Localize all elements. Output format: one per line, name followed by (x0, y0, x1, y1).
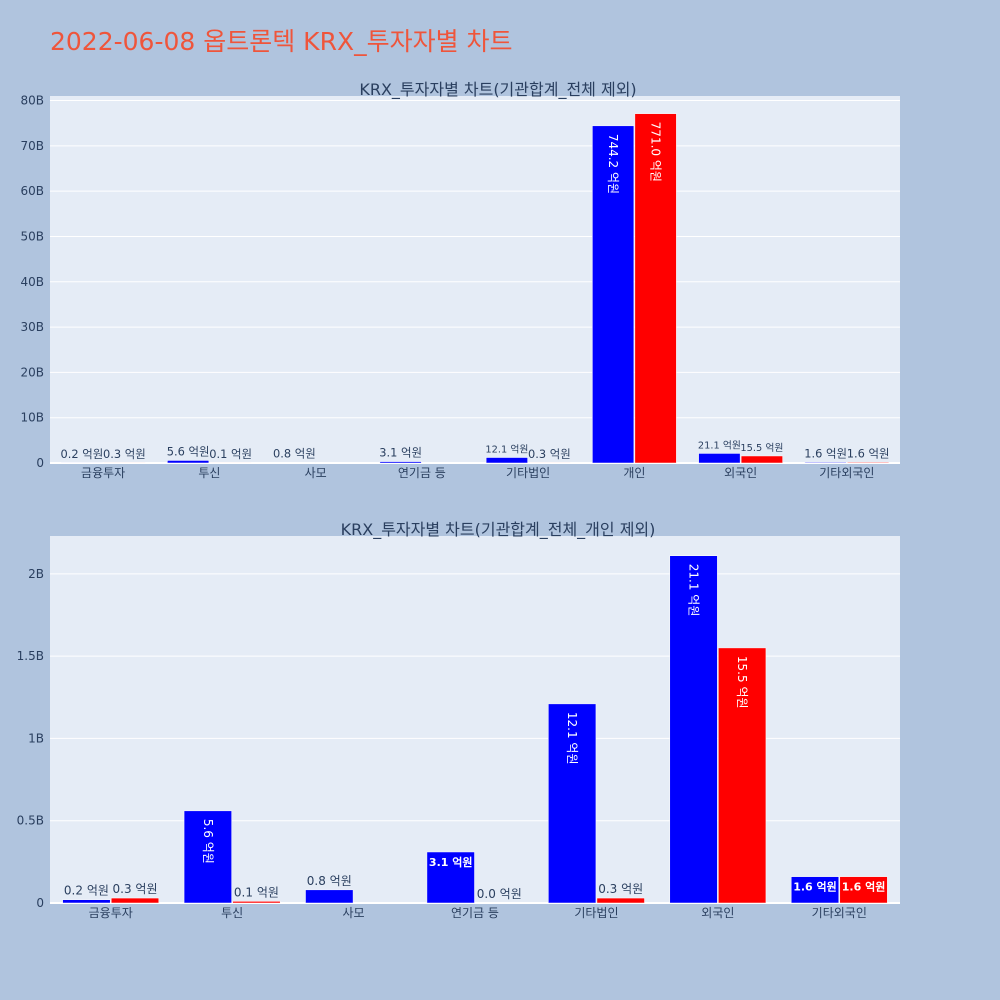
y-tick-label: 10B (20, 411, 44, 425)
x-tick-label: 외국인 (701, 906, 734, 920)
data-label: 1.6 억원 (793, 880, 837, 894)
chart-excluding-institution-total-and-individual: 0 0.5B 1B 1.5B 2B KRX_투자자별 차트(기관합계_전체_개인 제외) 금… (17, 520, 900, 920)
x-tick-label: 투신 (221, 906, 243, 920)
y-tick-label: 30B (20, 320, 44, 334)
bar (669, 555, 718, 904)
chart-excluding-institution-total: 0 10B 20B 30B 40B 50B 60B 70B 80B KRX_투자자별 차트(기관합… (20, 80, 900, 480)
bar (379, 461, 422, 464)
data-label: 0.1 억원 (209, 447, 252, 461)
x-tick-label: 사모 (343, 906, 365, 920)
bar (592, 125, 635, 464)
bar (167, 460, 210, 464)
chart-title: KRX_투자자별 차트(기관합계_전체 제외) (359, 80, 636, 100)
data-label: 0.3 억원 (113, 882, 158, 896)
data-label: 5.6 억원 (201, 819, 215, 864)
bar (183, 810, 232, 904)
x-tick-label: 기타법인 (574, 906, 618, 920)
x-tick-label: 연기금 등 (451, 906, 499, 920)
chart-title: KRX_투자자별 차트(기관합계_전체_개인 제외) (341, 520, 656, 540)
x-tick-label: 기타외국인 (812, 906, 867, 920)
x-tick-label: 투신 (198, 466, 220, 480)
data-label: 1.6 억원 (804, 446, 847, 460)
data-label: 21.1 억원 (698, 439, 741, 451)
plot-area (50, 96, 900, 463)
y-tick-label: 2B (28, 567, 44, 581)
page-title: 2022-06-08 옵트론텍 KRX_투자자별 차트 (50, 27, 513, 56)
plot-area (50, 536, 900, 903)
bar (740, 455, 783, 464)
y-tick-label: 0 (36, 896, 44, 910)
data-label: 15.5 억원 (740, 442, 783, 454)
x-tick-label: 기타법인 (506, 466, 550, 480)
bar (548, 703, 597, 904)
y-tick-label: 1.5B (17, 649, 44, 663)
y-tick-label: 50B (20, 229, 44, 243)
x-tick-label: 개인 (623, 466, 645, 480)
bar (596, 897, 645, 904)
bar (718, 647, 767, 904)
y-tick-label: 40B (20, 275, 44, 289)
x-tick-label: 기타외국인 (819, 466, 874, 480)
data-label: 1.6 억원 (847, 446, 890, 460)
data-label: 0.3 억원 (598, 882, 643, 896)
bar (426, 851, 475, 904)
x-tick-label: 금융투자 (89, 906, 133, 920)
data-label: 12.1 억원 (565, 712, 579, 765)
bar (305, 889, 354, 904)
bar (485, 457, 528, 464)
y-tick-label: 80B (20, 94, 44, 108)
bar (839, 876, 888, 904)
bar (634, 113, 677, 464)
bar (62, 899, 111, 904)
y-tick-label: 0 (36, 456, 44, 470)
y-tick-label: 0.5B (17, 814, 44, 828)
bar (232, 901, 281, 904)
data-label: 1.6 억원 (842, 880, 886, 894)
data-label: 21.1 억원 (687, 564, 701, 617)
data-label: 3.1 억원 (379, 446, 422, 460)
bar (804, 462, 847, 464)
x-tick-label: 금융투자 (81, 466, 125, 480)
data-label: 5.6 억원 (167, 444, 210, 458)
y-tick-label: 60B (20, 184, 44, 198)
data-label: 3.1 억원 (429, 855, 473, 869)
data-label: 771.0 억원 (649, 122, 663, 182)
data-label: 12.1 억원 (485, 444, 528, 456)
y-tick-label: 1B (28, 731, 44, 745)
data-label: 0.8 억원 (273, 447, 316, 461)
bar (790, 876, 840, 904)
x-tick-label: 사모 (305, 466, 327, 480)
y-tick-label: 20B (20, 365, 44, 379)
bar (110, 897, 160, 904)
bar (847, 462, 890, 464)
x-tick-label: 외국인 (724, 466, 757, 480)
data-label: 0.3 억원 (103, 447, 146, 461)
data-label: 0.3 억원 (528, 447, 571, 461)
y-tick-label: 70B (20, 139, 44, 153)
x-tick-label: 연기금 등 (398, 466, 446, 480)
data-label: 0.0 억원 (477, 887, 522, 901)
data-label: 15.5 억원 (735, 656, 749, 709)
data-label: 0.1 억원 (234, 885, 279, 899)
data-label: 0.2 억원 (61, 447, 104, 461)
data-label: 744.2 억원 (606, 134, 620, 194)
data-label: 0.2 억원 (64, 884, 109, 898)
data-label: 0.8 억원 (307, 874, 352, 888)
bar (698, 453, 741, 464)
